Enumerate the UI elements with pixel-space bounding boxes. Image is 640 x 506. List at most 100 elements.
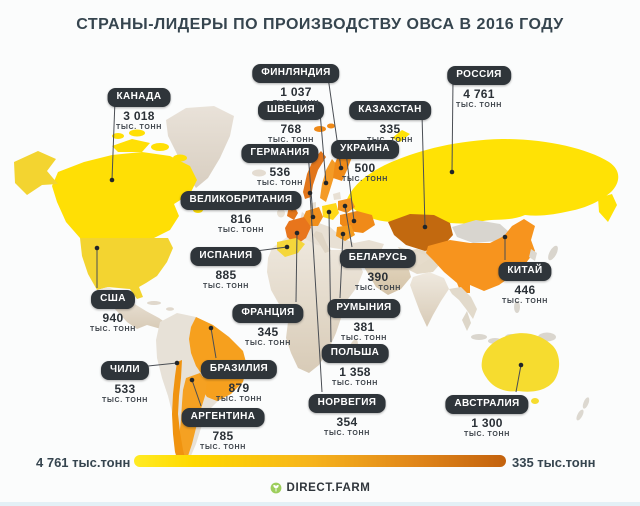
country-value: 500 <box>354 161 376 175</box>
map-svalbard <box>314 123 335 132</box>
country-label: ИСПАНИЯ <box>190 247 262 266</box>
map-canada <box>52 129 203 238</box>
country-label: БРАЗИЛИЯ <box>200 360 278 379</box>
map-landmasses <box>14 106 619 466</box>
country-unit: ТЫС. ТОНН <box>331 380 379 387</box>
map-iceland <box>252 169 266 177</box>
legend-gradient-bar <box>134 455 506 467</box>
map-kazakhstan <box>388 214 453 251</box>
country-label: КИТАЙ <box>498 262 552 281</box>
country-unit: ТЫС. ТОНН <box>323 430 371 437</box>
country-value: 785 <box>212 429 234 443</box>
country-label: ПОЛЬША <box>321 344 389 363</box>
map-baltics <box>333 192 341 200</box>
callout-usa: США 940 ТЫС. ТОНН <box>90 288 136 333</box>
country-unit: ТЫС. ТОНН <box>272 100 320 107</box>
map-norway <box>303 151 326 199</box>
callout-poland: ПОЛЬША 1 358 ТЫС. ТОНН <box>321 342 389 387</box>
country-unit: ТЫС. ТОНН <box>244 340 292 347</box>
country-label: США <box>91 290 135 309</box>
country-label: ВЕЛИКОБРИТАНИЯ <box>180 191 302 210</box>
country-value: 885 <box>215 268 237 282</box>
brand-footer: DIRECT.FARM <box>0 482 640 494</box>
country-value: 1 037 <box>280 85 312 99</box>
map-ireland <box>277 208 285 218</box>
country-label: ЧИЛИ <box>100 361 150 380</box>
country-label: КАЗАХСТАН <box>349 101 431 120</box>
callout-russia: РОССИЯ 4 761 ТЫС. ТОНН <box>447 64 511 109</box>
callout-uk: ВЕЛИКОБРИТАНИЯ 816 ТЫС. ТОНН <box>180 189 302 234</box>
map-chile <box>172 360 186 466</box>
map-mongolia <box>452 220 509 243</box>
country-value: 536 <box>269 165 291 179</box>
page-title: СТРАНЫ-ЛИДЕРЫ ПО ПРОИЗВОДСТВУ ОВСА В 201… <box>76 16 564 33</box>
map-india <box>410 272 449 327</box>
country-unit: ТЫС. ТОНН <box>199 444 247 451</box>
country-unit: ТЫС. ТОНН <box>89 326 137 333</box>
callout-brazil: БРАЗИЛИЯ 879 ТЫС. ТОНН <box>200 358 278 403</box>
callout-belarus: БЕЛАРУСЬ 390 ТЫС. ТОНН <box>339 247 417 292</box>
country-value: 354 <box>336 415 358 429</box>
country-value: 345 <box>257 325 279 339</box>
callout-spain: ИСПАНИЯ 885 ТЫС. ТОНН <box>190 245 262 290</box>
map-new-zealand <box>576 397 590 421</box>
country-unit: ТЫС. ТОНН <box>217 227 265 234</box>
country-value: 816 <box>230 212 252 226</box>
map-korea <box>529 249 537 261</box>
country-label: ГЕРМАНИЯ <box>241 144 319 163</box>
country-label: ФРАНЦИЯ <box>232 304 304 323</box>
country-unit: ТЫС. ТОНН <box>463 431 511 438</box>
country-label: АВСТРАЛИЯ <box>445 395 529 414</box>
callout-sweden: ШВЕЦИЯ 768 ТЫС. ТОНН <box>257 99 325 144</box>
country-value: 381 <box>353 320 375 334</box>
country-value: 879 <box>228 381 250 395</box>
map-russia <box>346 130 619 226</box>
country-label: НОРВЕГИЯ <box>308 394 386 413</box>
map-sweden <box>320 159 337 202</box>
country-unit: ТЫС. ТОНН <box>101 397 149 404</box>
country-value: 940 <box>102 311 124 325</box>
country-label: БЕЛАРУСЬ <box>339 249 417 268</box>
country-label: ФИНЛЯНДИЯ <box>252 64 340 83</box>
country-unit: ТЫС. ТОНН <box>501 298 549 305</box>
country-unit: ТЫС. ТОНН <box>341 176 389 183</box>
country-label: РОССИЯ <box>447 66 511 85</box>
country-value: 335 <box>379 122 401 136</box>
country-value: 533 <box>114 382 136 396</box>
map-spain <box>277 238 305 257</box>
map-italy <box>313 231 331 253</box>
country-unit: ТЫС. ТОНН <box>354 285 402 292</box>
callout-argentina: АРГЕНТИНА 785 ТЫС. ТОНН <box>181 406 265 451</box>
country-unit: ТЫС. ТОНН <box>366 137 414 144</box>
country-label: ШВЕЦИЯ <box>257 101 325 120</box>
map-australia <box>481 333 560 404</box>
color-scale-legend: 4 761 тыс.тонн 335 тыс.тонн <box>0 452 640 474</box>
country-value: 390 <box>367 270 389 284</box>
country-label: КАНАДА <box>107 88 171 107</box>
country-value: 1 358 <box>339 365 371 379</box>
country-value: 446 <box>514 283 536 297</box>
country-label: УКРАИНА <box>331 140 399 159</box>
map-indochina <box>449 287 477 319</box>
country-value: 768 <box>280 122 302 136</box>
direct-farm-logo-icon <box>270 482 281 494</box>
country-value: 4 761 <box>463 87 495 101</box>
country-unit: ТЫС. ТОНН <box>115 124 163 131</box>
callout-china: КИТАЙ 446 ТЫС. ТОНН <box>498 260 552 305</box>
callout-ukraine: УКРАИНА 500 ТЫС. ТОНН <box>331 138 399 183</box>
map-malay <box>462 311 471 331</box>
legend-min-label: 335 тыс.тонн <box>512 455 596 470</box>
callout-france: ФРАНЦИЯ 345 ТЫС. ТОНН <box>232 302 304 347</box>
country-unit: ТЫС. ТОНН <box>202 283 250 290</box>
country-unit: ТЫС. ТОНН <box>267 137 315 144</box>
callout-chile: ЧИЛИ 533 ТЫС. ТОНН <box>100 359 150 404</box>
callout-finland: ФИНЛЯНДИЯ 1 037 ТЫС. ТОНН <box>252 62 340 107</box>
brand-name: DIRECT.FARM <box>286 482 371 494</box>
callout-norway: НОРВЕГИЯ 354 ТЫС. ТОНН <box>308 392 386 437</box>
country-value: 3 018 <box>123 109 155 123</box>
country-unit: ТЫС. ТОНН <box>340 335 388 342</box>
country-label: АРГЕНТИНА <box>181 408 265 427</box>
map-usa <box>14 151 173 299</box>
